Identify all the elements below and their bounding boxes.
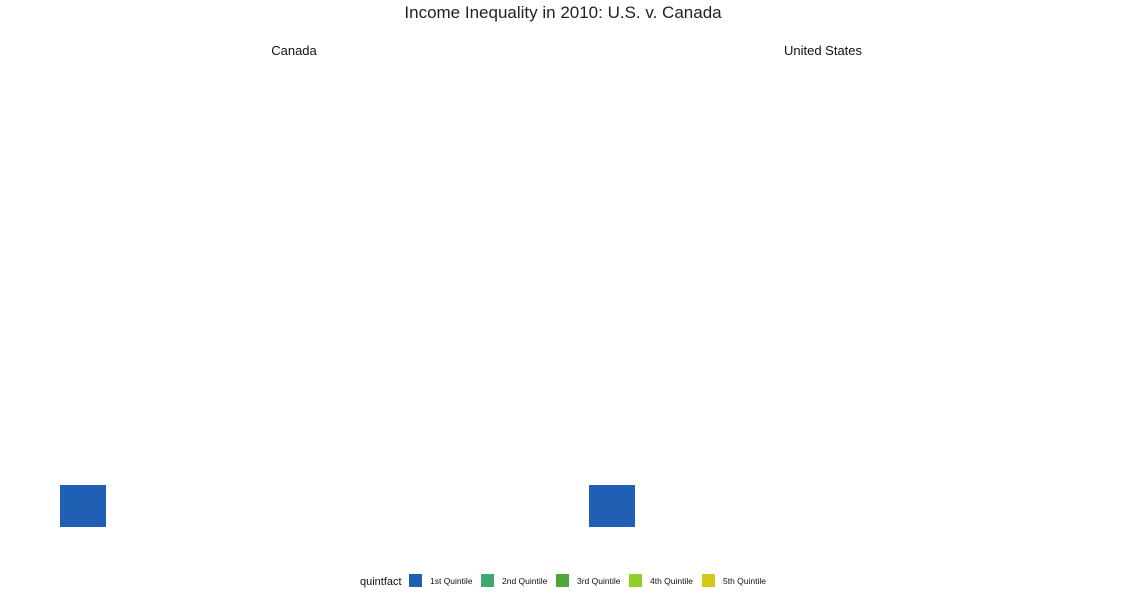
legend-key-quintile-5 — [702, 574, 715, 587]
facet-united-states: United States — [589, 43, 863, 527]
bar-canada-quintile-1 — [60, 485, 106, 527]
bars-united-states — [589, 485, 635, 527]
legend: quintfact 1st Quintile 2nd Quintile 3rd Qu… — [360, 574, 766, 588]
legend-label-quintile-1: 1st Quintile — [430, 576, 473, 586]
bar-united-states-quintile-1 — [589, 485, 635, 527]
legend-title: quintfact — [360, 576, 402, 588]
legend-items: 1st Quintile 2nd Quintile 3rd Quintile 4th … — [409, 574, 766, 587]
bars-canada — [60, 485, 106, 527]
legend-label-quintile-2: 2nd Quintile — [502, 576, 548, 586]
facet-label-canada: Canada — [271, 43, 317, 58]
legend-key-quintile-3 — [556, 574, 569, 587]
legend-label-quintile-3: 3rd Quintile — [577, 576, 621, 586]
chart-title: Income Inequality in 2010: U.S. v. Canad… — [404, 3, 722, 22]
facet-label-united-states: United States — [784, 43, 863, 58]
legend-key-quintile-1 — [409, 574, 422, 587]
legend-label-quintile-5: 5th Quintile — [723, 576, 766, 586]
legend-label-quintile-4: 4th Quintile — [650, 576, 693, 586]
facet-canada: Canada — [60, 43, 318, 527]
legend-key-quintile-4 — [629, 574, 642, 587]
legend-key-quintile-2 — [481, 574, 494, 587]
